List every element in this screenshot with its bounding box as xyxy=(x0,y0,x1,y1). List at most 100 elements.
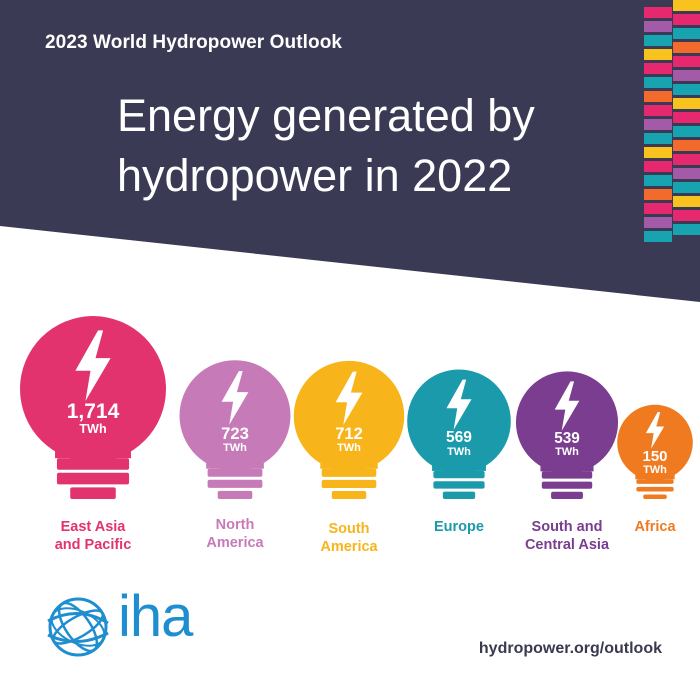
bulb-base-4 xyxy=(541,471,593,479)
bulb-neck-3 xyxy=(432,447,486,471)
lightning-icon xyxy=(446,379,472,430)
stripe-block xyxy=(644,7,672,18)
lightning-icon xyxy=(554,381,580,431)
stripe-block xyxy=(644,161,672,172)
bulb-base-2 xyxy=(331,490,367,499)
region-label: South America xyxy=(284,520,414,556)
bulb-base-1 xyxy=(207,479,263,488)
globe-logo-icon xyxy=(47,597,109,657)
stripe-block xyxy=(673,56,700,67)
value-label: 1,714 xyxy=(66,399,120,423)
value-label: 712 xyxy=(335,424,363,444)
unit-label: TWh xyxy=(555,446,579,459)
bulb-base-0 xyxy=(56,458,130,470)
stripe-block xyxy=(644,35,672,46)
stripe-block xyxy=(644,231,672,242)
bulb-base-4 xyxy=(551,491,583,499)
bulb-base-4 xyxy=(541,481,593,489)
stripe-block xyxy=(673,112,700,123)
value-label: 723 xyxy=(221,424,249,443)
stripe-block xyxy=(644,147,672,158)
bulb-base-1 xyxy=(207,468,263,477)
stripe-block xyxy=(644,133,672,144)
stripe-block xyxy=(673,98,700,109)
region-label-line: South xyxy=(328,521,370,537)
stripe-block xyxy=(644,175,672,186)
value-label: 569 xyxy=(446,429,472,447)
region-label-line: North xyxy=(215,517,255,533)
stripe-block xyxy=(673,168,700,179)
lightning-icon xyxy=(645,412,665,449)
stripe-block xyxy=(673,224,700,235)
region-label-line: South and xyxy=(531,519,603,535)
region-label: Africa xyxy=(590,518,700,536)
unit-label: TWh xyxy=(79,421,107,436)
stripe-block xyxy=(673,182,700,193)
bulb-base-2 xyxy=(321,468,377,477)
iha-logo-text: iha xyxy=(118,584,193,649)
stripe-block xyxy=(673,70,700,81)
footer-url[interactable]: hydropower.org/outlook xyxy=(478,640,662,657)
stripe-block xyxy=(673,0,700,11)
region-label-line: East Asia xyxy=(60,519,126,535)
region-label-line: Europe xyxy=(434,519,484,535)
region-label-line: and Pacific xyxy=(54,537,132,553)
bulb-neck-2 xyxy=(320,443,378,469)
region-label: South and Central Asia xyxy=(502,518,632,554)
value-label: 539 xyxy=(554,430,580,448)
stripe-block xyxy=(673,42,700,53)
region-label: East Asia and Pacific xyxy=(28,518,158,554)
region-label-line: Africa xyxy=(634,519,676,535)
color-stripes-decoration xyxy=(644,0,700,242)
stripe-block xyxy=(644,189,672,200)
title-line-1: Energy generated by xyxy=(117,90,535,141)
bulb-neck-0 xyxy=(55,425,131,459)
unit-label: TWh xyxy=(643,464,667,477)
bulb-neck-1 xyxy=(206,443,264,469)
unit-label: TWh xyxy=(223,441,247,454)
stripe-block xyxy=(673,210,700,221)
bulb-base-3 xyxy=(442,491,476,499)
stripe-block xyxy=(673,126,700,137)
report-subtitle: 2023 World Hydropower Outlook xyxy=(45,32,343,53)
value-label: 150 xyxy=(642,448,668,466)
title-line-2: hydropower in 2022 xyxy=(117,150,513,201)
region-label-line: America xyxy=(206,535,264,551)
stripe-block xyxy=(673,84,700,95)
stripe-block xyxy=(644,49,672,60)
bulb-base-3 xyxy=(433,470,485,479)
bulb-base-0 xyxy=(70,487,116,499)
bulb-base-5 xyxy=(643,494,667,499)
bulb-base-2 xyxy=(321,479,377,488)
stripe-block xyxy=(644,21,672,32)
page-title: Energy generated by hydropower in 2022 xyxy=(117,86,535,206)
stripe-block xyxy=(673,14,700,25)
lightning-icon xyxy=(221,371,249,425)
stripe-block xyxy=(673,28,700,39)
lightning-icon xyxy=(75,330,111,401)
bulb-base-1 xyxy=(217,490,253,499)
region-label: Europe xyxy=(394,518,524,536)
stripe-block xyxy=(673,154,700,165)
stripe-block xyxy=(644,203,672,214)
region-label-line: Central Asia xyxy=(524,537,610,553)
stripe-block xyxy=(644,63,672,74)
stripe-block xyxy=(673,140,700,151)
stripe-block xyxy=(673,196,700,207)
bulb-base-5 xyxy=(636,479,674,484)
region-label-line: America xyxy=(320,539,378,555)
unit-label: TWh xyxy=(447,445,471,458)
bulb-neck-5 xyxy=(635,461,675,480)
unit-label: TWh xyxy=(337,441,361,454)
header-background xyxy=(0,0,700,302)
stripe-block xyxy=(644,91,672,102)
bulb-neck-4 xyxy=(540,447,594,472)
bulb-base-3 xyxy=(433,481,485,489)
stripe-block xyxy=(644,119,672,130)
region-label: North America xyxy=(170,516,300,552)
bulb-base-5 xyxy=(636,486,674,492)
bulb-base-0 xyxy=(56,472,130,485)
